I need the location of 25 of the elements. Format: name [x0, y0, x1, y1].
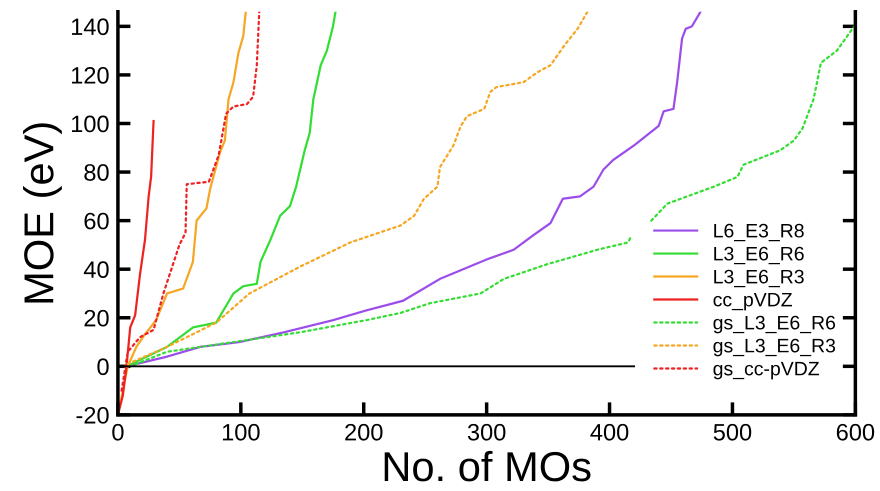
x-axis-title: No. of MOs — [384, 450, 590, 482]
legend-label: L3_E6_R6 — [714, 246, 804, 264]
legend-label: L3_E6_R3 — [714, 270, 804, 288]
y-axis-title: MOE (eV) — [23, 123, 62, 303]
legend-label: gs_cc-pVDZ — [713, 362, 820, 380]
x-tick-label: 400 — [590, 424, 628, 441]
y-tick-label: -20 — [76, 406, 109, 424]
x-tick-label: 300 — [468, 424, 506, 441]
y-tick-label: 20 — [84, 310, 109, 327]
legend-label: L6_E3_R8 — [714, 224, 804, 242]
x-tick-label: 600 — [836, 424, 874, 441]
y-tick-label: 140 — [72, 18, 109, 36]
x-tick-label: 200 — [345, 424, 383, 441]
y-tick-label: 0 — [97, 358, 109, 376]
y-tick-label: 40 — [84, 261, 109, 278]
legend-label: gs_L3_E6_R6 — [713, 316, 836, 334]
y-tick-label: 120 — [72, 66, 109, 84]
y-tick-label: 80 — [84, 164, 109, 181]
x-tick-label: 100 — [222, 424, 260, 441]
y-tick-label: 100 — [72, 116, 109, 132]
x-tick-label: 0 — [112, 424, 124, 441]
y-tick-label: 60 — [84, 212, 109, 230]
legend-label: gs_L3_E6_R3 — [713, 338, 836, 356]
legend-label: cc_pVDZ — [714, 292, 792, 310]
x-tick-label: 500 — [714, 424, 752, 441]
